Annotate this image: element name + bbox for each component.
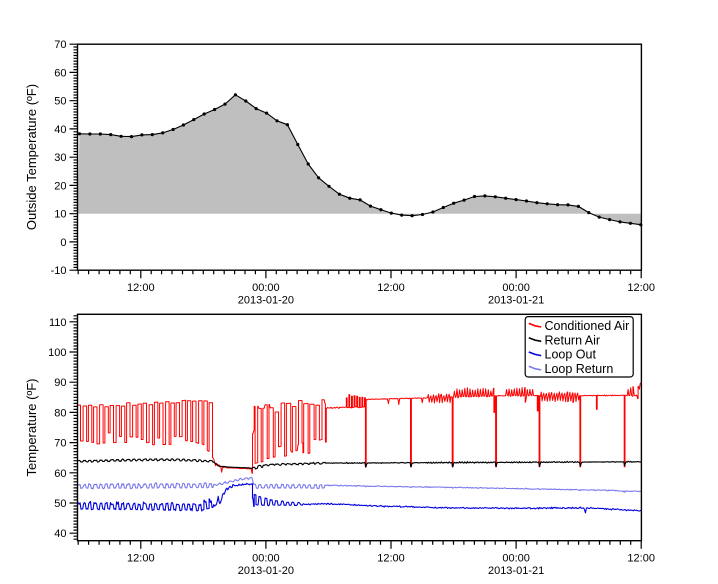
svg-text:50: 50	[54, 498, 66, 510]
svg-text:90: 90	[54, 377, 66, 389]
svg-text:60: 60	[54, 468, 66, 480]
svg-text:2013-01-21: 2013-01-21	[488, 565, 544, 577]
svg-text:60: 60	[54, 67, 66, 79]
svg-text:Conditioned Air: Conditioned Air	[545, 319, 630, 333]
svg-text:00:00: 00:00	[502, 282, 530, 294]
svg-text:70: 70	[54, 438, 66, 450]
svg-text:12:00: 12:00	[627, 553, 655, 565]
svg-text:40: 40	[54, 124, 66, 136]
svg-text:12:00: 12:00	[377, 282, 405, 294]
svg-text:2013-01-21: 2013-01-21	[488, 295, 544, 307]
svg-text:00:00: 00:00	[502, 553, 530, 565]
svg-text:110: 110	[49, 317, 67, 329]
svg-text:Loop Return: Loop Return	[545, 362, 614, 376]
svg-text:00:00: 00:00	[252, 282, 280, 294]
svg-text:12:00: 12:00	[127, 553, 155, 565]
svg-text:12:00: 12:00	[377, 553, 405, 565]
svg-text:12:00: 12:00	[127, 282, 155, 294]
svg-text:2013-01-20: 2013-01-20	[238, 565, 294, 577]
svg-text:20: 20	[54, 180, 66, 192]
svg-text:80: 80	[54, 407, 66, 419]
svg-text:30: 30	[54, 152, 66, 164]
svg-text:12:00: 12:00	[627, 282, 655, 294]
svg-text:70: 70	[54, 39, 66, 51]
svg-text:2013-01-20: 2013-01-20	[238, 295, 294, 307]
svg-text:40: 40	[54, 528, 66, 540]
svg-text:Outside Temperature (ºF): Outside Temperature (ºF)	[24, 84, 39, 230]
svg-text:-10: -10	[51, 265, 67, 277]
svg-text:100: 100	[48, 347, 66, 359]
svg-text:Return Air: Return Air	[545, 333, 601, 347]
svg-text:Loop Out: Loop Out	[545, 348, 597, 362]
svg-text:50: 50	[54, 96, 66, 108]
svg-text:00:00: 00:00	[252, 553, 280, 565]
svg-text:10: 10	[54, 209, 66, 221]
svg-text:0: 0	[60, 237, 66, 249]
svg-text:Temperature (ºF): Temperature (ºF)	[24, 379, 39, 477]
